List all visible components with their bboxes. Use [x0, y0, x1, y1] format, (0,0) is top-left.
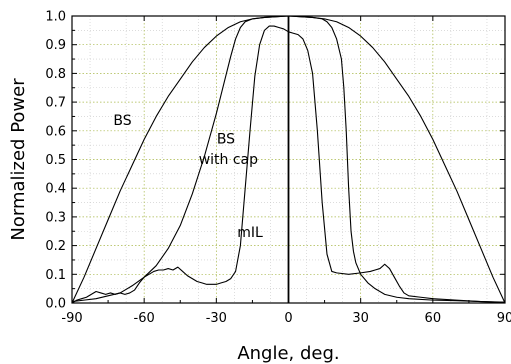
y-tick-label: 0.1: [45, 268, 66, 283]
grid-major: [72, 16, 505, 303]
x-tick-labels: -90 -60 -30 0 30 60 90: [61, 311, 511, 326]
y-tick-label: 0.6: [45, 124, 66, 139]
series-line-bs-cap: [71, 15, 506, 303]
x-axis-title: Angle, deg.: [237, 343, 339, 364]
y-tick-label: 0.7: [45, 96, 66, 111]
y-tick-label: 0.5: [45, 153, 66, 168]
x-tick-label: -60: [134, 311, 155, 326]
x-tick-label: -90: [61, 311, 82, 326]
y-tick-label: 0.9: [45, 38, 66, 53]
y-tick-label: 0.8: [45, 67, 66, 82]
x-tick-label: 30: [352, 311, 369, 326]
curve-annotation: mIL: [237, 225, 263, 241]
y-tick-labels: 0.0 0.1 0.2 0.3 0.4 0.5 0.6 0.7 0.8 0.9 1.0: [45, 10, 66, 312]
y-tick-label: 0.0: [45, 297, 66, 312]
y-axis-title: Normalized Power: [8, 78, 29, 241]
annotations: BS BS with cap mIL: [113, 113, 263, 241]
curve-annotation: BS: [217, 132, 235, 148]
y-tick-label: 0.3: [45, 210, 66, 225]
y-tick-label: 1.0: [45, 10, 66, 25]
x-tick-label: 90: [497, 311, 511, 326]
x-tick-label: 0: [284, 311, 292, 326]
x-tick-label: 60: [425, 311, 442, 326]
curve-annotation: BS: [113, 113, 131, 129]
curve-annotation: with cap: [199, 152, 258, 168]
x-tick-label: -30: [206, 311, 227, 326]
series-line-mil: [71, 25, 506, 304]
y-tick-label: 0.4: [45, 182, 66, 197]
y-tick-label: 0.2: [45, 239, 66, 254]
ticks-layer: [71, 15, 506, 304]
